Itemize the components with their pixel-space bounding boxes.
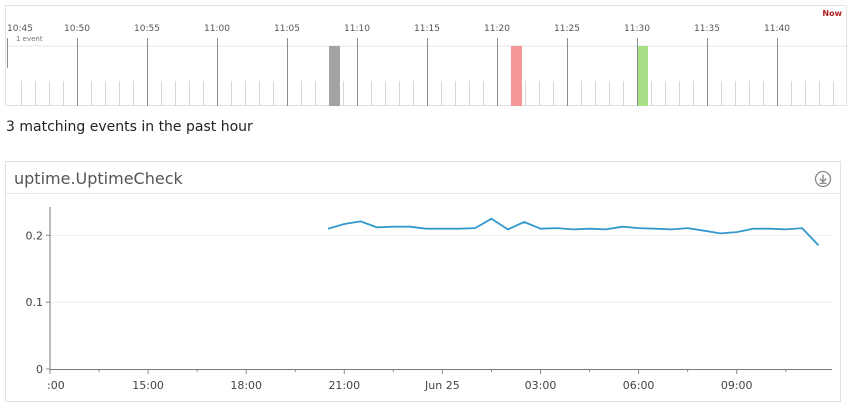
timeline-tick-label: 11:15 bbox=[414, 24, 440, 34]
timeline-tick-label: 11:25 bbox=[554, 24, 580, 34]
x-tick-label: 15:00 bbox=[132, 379, 164, 392]
timeline-event-bar[interactable] bbox=[511, 46, 522, 106]
y-tick-label: 0.2 bbox=[26, 229, 44, 242]
timeline-tick-label: 11:05 bbox=[274, 24, 300, 34]
timeline-tick-label: 11:35 bbox=[694, 24, 720, 34]
x-tick-label: 06:00 bbox=[623, 379, 655, 392]
uptime-line-chart: 0 0.1 0.2 :00 15:00 18:00 21:00 Jun 25 03:00 06:0… bbox=[26, 207, 832, 392]
panel-divider bbox=[6, 193, 840, 194]
event-timeline[interactable]: 10:45 10:50 10:55 11:00 11:05 11:10 11:15 11:20… bbox=[5, 5, 848, 106]
x-tick-label: :00 bbox=[47, 379, 65, 392]
timeline-tick-label: 11:00 bbox=[204, 24, 230, 34]
x-tick-label: Jun 25 bbox=[424, 379, 460, 392]
x-tick-label: 21:00 bbox=[328, 379, 360, 392]
timeline-tick-label: 10:55 bbox=[134, 24, 160, 34]
now-label: Now bbox=[822, 9, 842, 18]
metric-panel: 0 0.1 0.2 :00 15:00 18:00 21:00 Jun 25 03:00 06:0… bbox=[5, 161, 841, 402]
download-icon[interactable] bbox=[814, 170, 832, 188]
x-tick-label: 18:00 bbox=[230, 379, 262, 392]
timeline-tick-label: 10:50 bbox=[64, 24, 90, 34]
x-tick-label: 03:00 bbox=[525, 379, 557, 392]
timeline-event-bar[interactable] bbox=[329, 46, 340, 106]
timeline-tick-label: 11:40 bbox=[764, 24, 790, 34]
timeline-ruler: 10:45 10:50 10:55 11:00 11:05 11:10 11:15 11:20… bbox=[6, 24, 848, 106]
timeline-event-bar[interactable] bbox=[637, 46, 648, 106]
y-tick-label: 0.1 bbox=[26, 296, 44, 309]
matching-events-summary: 3 matching events in the past hour bbox=[6, 119, 253, 135]
timeline-tick-label: 10:45 bbox=[7, 24, 33, 34]
x-tick-label: 09:00 bbox=[721, 379, 753, 392]
timeline-legend-label: 1 event bbox=[16, 35, 43, 43]
y-tick-label: 0 bbox=[36, 363, 43, 376]
series-line[interactable] bbox=[327, 217, 820, 247]
panel-title: uptime.UptimeCheck bbox=[14, 169, 183, 188]
timeline-tick-label: 11:30 bbox=[624, 24, 650, 34]
timeline-tick-label: 11:20 bbox=[484, 24, 510, 34]
timeline-tick-label: 11:10 bbox=[344, 24, 370, 34]
